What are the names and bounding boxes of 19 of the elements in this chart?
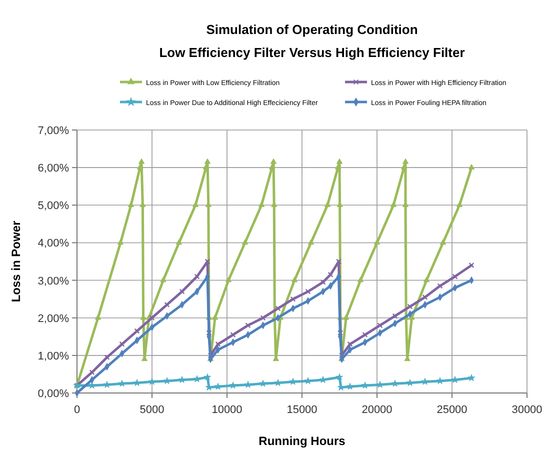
- x-tick-label: 20000: [362, 404, 392, 416]
- x-tick-label: 15000: [286, 404, 318, 416]
- y-tick-label: 4,00%: [38, 238, 70, 250]
- y-tick-label: 7,00%: [38, 125, 70, 137]
- x-axis-title: Running Hours: [258, 434, 346, 448]
- y-tick-label: 5,00%: [38, 200, 70, 212]
- chart-subtitle: Low Efficiency Filter Versus High Efficiency Filter: [159, 45, 465, 60]
- x-tick-label: 5000: [140, 404, 164, 416]
- x-tick-label: 0: [74, 404, 80, 416]
- chart-title: Simulation of Operating Condition: [206, 22, 418, 37]
- y-tick-label: 3,00%: [38, 275, 70, 288]
- y-tick-label: 6,00%: [38, 162, 70, 175]
- y-tick-label: 0,00%: [38, 388, 70, 400]
- y-tick-label: 2,00%: [38, 312, 70, 325]
- x-tick-label: 25000: [436, 404, 468, 416]
- y-tick-label: 1,00%: [38, 350, 70, 362]
- x-tick-label: 10000: [212, 404, 242, 416]
- y-axis-title: Loss in Power: [9, 220, 23, 302]
- x-tick-label: 30000: [512, 404, 542, 416]
